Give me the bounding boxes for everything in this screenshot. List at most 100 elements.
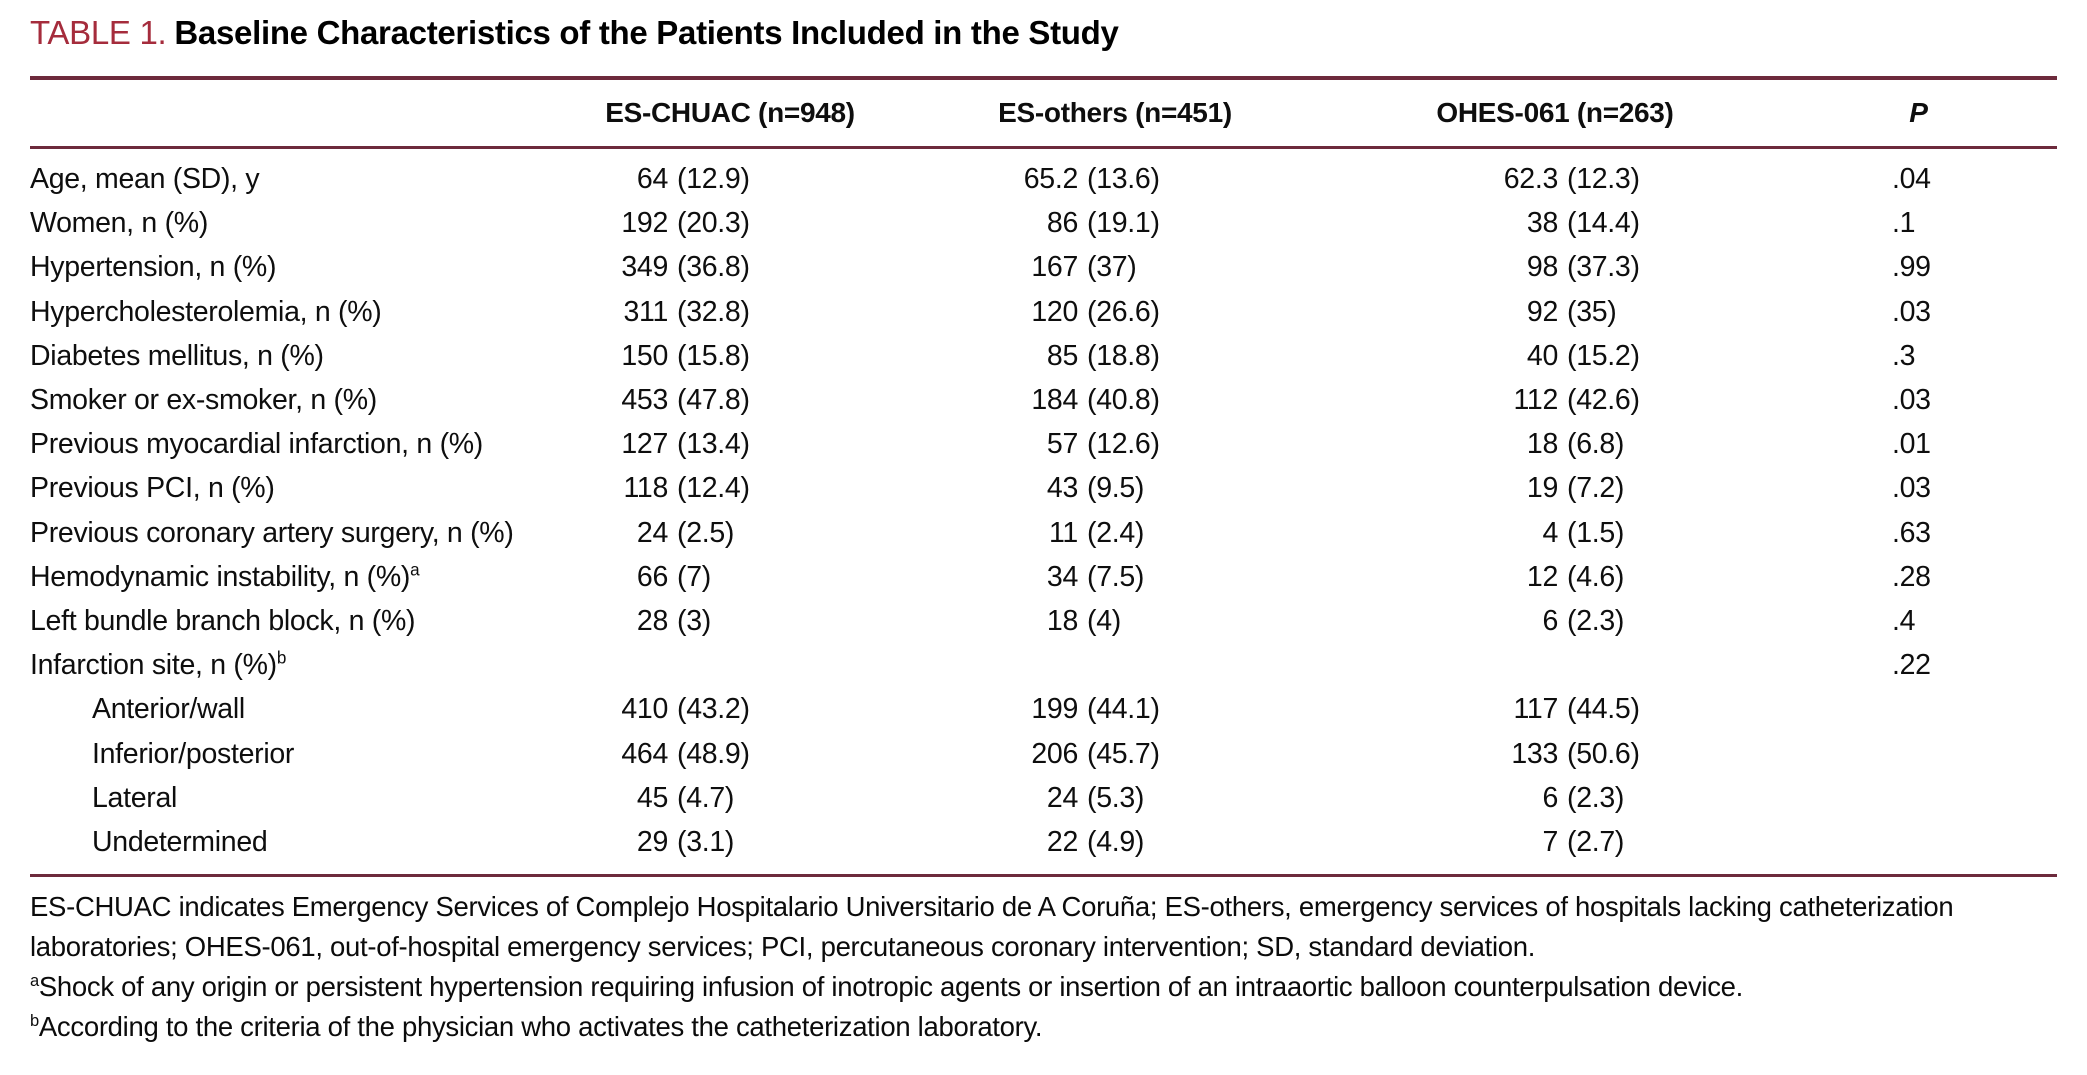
value-count: 24 [636, 516, 668, 549]
value-count: 6 [1542, 605, 1558, 638]
p-value-cell: .63 [1892, 516, 1931, 549]
value-percent: (12.3) [1567, 163, 1640, 195]
table-row: Left bundle branch block, n (%) 28 (3) 18 (4… [30, 599, 2057, 643]
row-label-text: Age, mean (SD), y [30, 163, 260, 195]
table-figure: TABLE 1. Baseline Characteristics of the … [30, 12, 2057, 1043]
footnote-text: According to the criteria of the physici… [38, 1011, 1043, 1043]
table-title: TABLE 1. Baseline Characteristics of the … [30, 12, 2057, 54]
value-count: 43 [1046, 472, 1078, 505]
value-count: 98 [1526, 251, 1558, 284]
value-cell: 65.2 (13.6) [900, 157, 1330, 201]
value-count: 28 [636, 605, 668, 638]
value-count: 150 [621, 339, 668, 372]
value-percent: (12.6) [1087, 428, 1160, 461]
row-label-text: Infarction site, n (%) [30, 649, 277, 682]
value-cell: 28 (3) [560, 599, 900, 643]
value-count: 206 [1031, 737, 1078, 770]
row-label: Anterior/wall [30, 687, 560, 731]
row-label: Undetermined [30, 820, 560, 864]
value-count: 40 [1526, 339, 1558, 372]
value-cell: 24 (2.5) [560, 511, 900, 555]
value-count: 22 [1046, 826, 1078, 859]
value-percent: (37.3) [1567, 251, 1640, 284]
value-percent: (4.6) [1567, 560, 1625, 593]
p-value-cell: .28 [1892, 560, 1931, 593]
row-label: Previous coronary artery surgery, n (%) [30, 511, 560, 555]
value-cell: 34 (7.5) [900, 555, 1330, 599]
top-rule [30, 76, 2057, 80]
value-percent: (15.8) [677, 339, 750, 372]
value-count: 311 [623, 295, 668, 328]
row-label: Smoker or ex-smoker, n (%) [30, 378, 560, 422]
value-cell: 120 (26.6) [900, 290, 1330, 334]
value-percent: (19.1) [1087, 207, 1160, 240]
p-value-cell: .3 [1892, 339, 1916, 372]
value-percent: (4.9) [1087, 826, 1145, 859]
row-label: Hemodynamic instability, n (%)a [30, 555, 560, 599]
value-cell: 98 (37.3) [1330, 245, 1780, 289]
table-row: Hypercholesterolemia, n (%) 311 (32.8) 120 (… [30, 290, 2057, 334]
table-row: Previous coronary artery surgery, n (%) 2… [30, 511, 2057, 555]
footnote-marker: a [30, 972, 39, 991]
row-label-text: Previous PCI, n (%) [30, 472, 275, 505]
value-percent: (7.2) [1567, 472, 1625, 505]
row-label-text: Hypercholesterolemia, n (%) [30, 295, 382, 328]
value-cell: 192 (20.3) [560, 201, 900, 245]
value-cell: 199 (44.1) [900, 687, 1330, 731]
column-header: P [1909, 97, 1928, 128]
value-count: 464 [621, 737, 668, 770]
value-percent: (13.4) [677, 428, 750, 461]
value-cell: 86 (19.1) [900, 201, 1330, 245]
value-cell: 117 (44.5) [1330, 687, 1780, 731]
row-label: Previous myocardial infarction, n (%) [30, 422, 560, 466]
value-count: 184 [1031, 384, 1078, 417]
row-label-text: Lateral [92, 781, 178, 814]
value-percent: (12.9) [677, 163, 750, 195]
p-value-cell [1780, 687, 2057, 731]
footnote-marker: b [276, 648, 287, 668]
value-percent: (43.2) [677, 693, 750, 726]
table-row: Infarction site, n (%)b .22 [30, 643, 2057, 687]
value-count: 133 [1511, 737, 1558, 770]
value-cell: 184 (40.8) [900, 378, 1330, 422]
row-label: Hypercholesterolemia, n (%) [30, 290, 560, 334]
value-cell: 150 (15.8) [560, 334, 900, 378]
p-value-cell: .4 [1892, 605, 1916, 638]
footnote: aShock of any origin or persistent hyper… [30, 967, 2057, 1007]
table-row: Previous PCI, n (%) 118 (12.4) 43 (9.5) 19 (7.… [30, 466, 2057, 510]
value-cell: 38 (14.4) [1330, 201, 1780, 245]
row-label: Previous PCI, n (%) [30, 466, 560, 510]
value-percent: (48.9) [677, 737, 750, 770]
footnote-marker: b [30, 1012, 39, 1031]
value-count: 192 [621, 207, 668, 240]
p-value-cell: .04 [1892, 163, 1931, 195]
value-cell: 18 (4) [900, 599, 1330, 643]
p-value-cell [1780, 732, 2057, 776]
value-count: 38 [1526, 207, 1558, 240]
footnote-marker: a [410, 560, 420, 580]
value-cell: 206 (45.7) [900, 732, 1330, 776]
value-cell: 311 (32.8) [560, 290, 900, 334]
value-percent: (37) [1087, 251, 1137, 284]
row-label: Left bundle branch block, n (%) [30, 599, 560, 643]
value-percent: (40.8) [1087, 384, 1160, 417]
value-cell: 167 (37) [900, 245, 1330, 289]
value-count: 65.2 [1023, 163, 1079, 195]
row-label-text: Left bundle branch block, n (%) [30, 605, 416, 638]
value-cell: 464 (48.9) [560, 732, 900, 776]
row-label: Infarction site, n (%)b [30, 643, 560, 687]
value-count: 349 [621, 251, 668, 284]
footnote-text: Shock of any origin or persistent hypert… [38, 971, 1743, 1003]
value-percent: (7) [677, 560, 711, 593]
value-count: 112 [1513, 384, 1558, 417]
value-cell: 43 (9.5) [900, 466, 1330, 510]
value-count: 11 [1049, 516, 1078, 549]
table-row: Anterior/wall 410 (43.2) 199 (44.1) 117 (44.5) [30, 687, 2057, 731]
value-cell: 24 (5.3) [900, 776, 1330, 820]
value-count: 24 [1046, 781, 1078, 814]
value-percent: (50.6) [1567, 737, 1640, 770]
column-header: ES-others (n=451) [998, 97, 1232, 128]
value-count: 410 [621, 693, 668, 726]
value-percent: (44.1) [1087, 693, 1160, 726]
value-count: 92 [1526, 295, 1558, 328]
